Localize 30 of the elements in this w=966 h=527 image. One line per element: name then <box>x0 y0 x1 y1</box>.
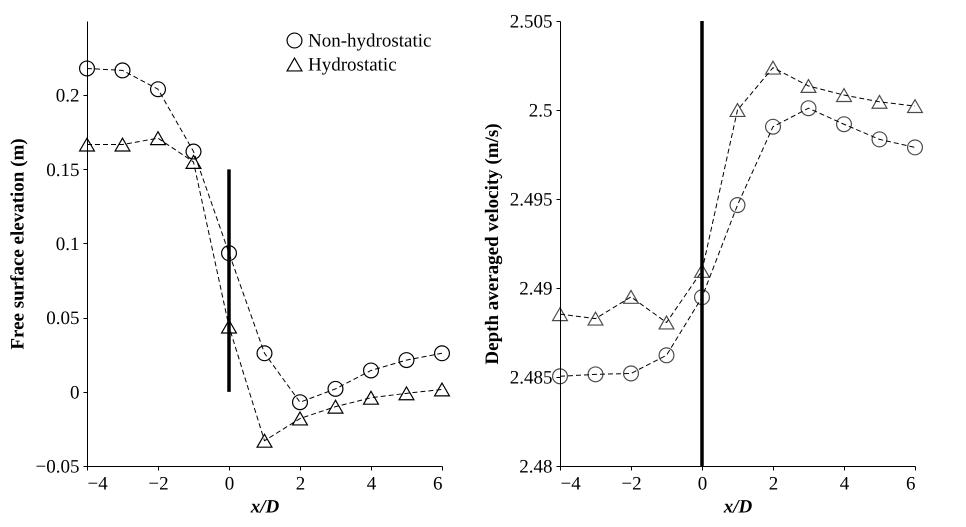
y-tick-label: 0.05 <box>46 308 80 330</box>
y-tick-label: 2.49 <box>519 278 552 300</box>
y-tick-label: 2.505 <box>510 12 552 32</box>
y-axis-title: Depth averaged velocity (m/s) <box>482 123 503 365</box>
y-tick-label: 2.5 <box>528 100 552 122</box>
y-tick-label: 2.495 <box>510 190 552 210</box>
y-tick-label: 2.485 <box>510 368 552 388</box>
x-tick-label: 4 <box>840 474 850 494</box>
x-tick-label: −2 <box>148 474 169 494</box>
x-axis-title: x/D <box>722 496 753 518</box>
y-tick-label: 0 <box>70 382 80 404</box>
y-tick-label: 0.1 <box>56 234 80 255</box>
y-tick-label: 0.15 <box>46 160 80 181</box>
x-tick-label: −2 <box>621 474 642 494</box>
y-tick-label: 0.2 <box>56 86 80 107</box>
x-tick-label: −4 <box>560 474 582 494</box>
y-tick-label: −0.05 <box>36 456 80 478</box>
legend-label: Hydrostatic <box>308 54 397 76</box>
x-tick-label: 2 <box>768 474 778 494</box>
x-tick-label: 4 <box>366 474 377 494</box>
y-axis-title: Free surface elevation (m) <box>8 138 29 350</box>
x-axis-title: x/D <box>250 496 280 518</box>
x-tick-label: 0 <box>224 474 234 494</box>
y-tick-label: 2.48 <box>519 456 552 478</box>
x-tick-label: 0 <box>698 474 708 494</box>
x-tick-label: 2 <box>296 474 306 494</box>
x-tick-label: 6 <box>433 474 442 494</box>
x-tick-label: −4 <box>88 474 108 494</box>
x-tick-label: 6 <box>906 474 916 494</box>
legend-label: Non-hydrostatic <box>308 30 432 52</box>
